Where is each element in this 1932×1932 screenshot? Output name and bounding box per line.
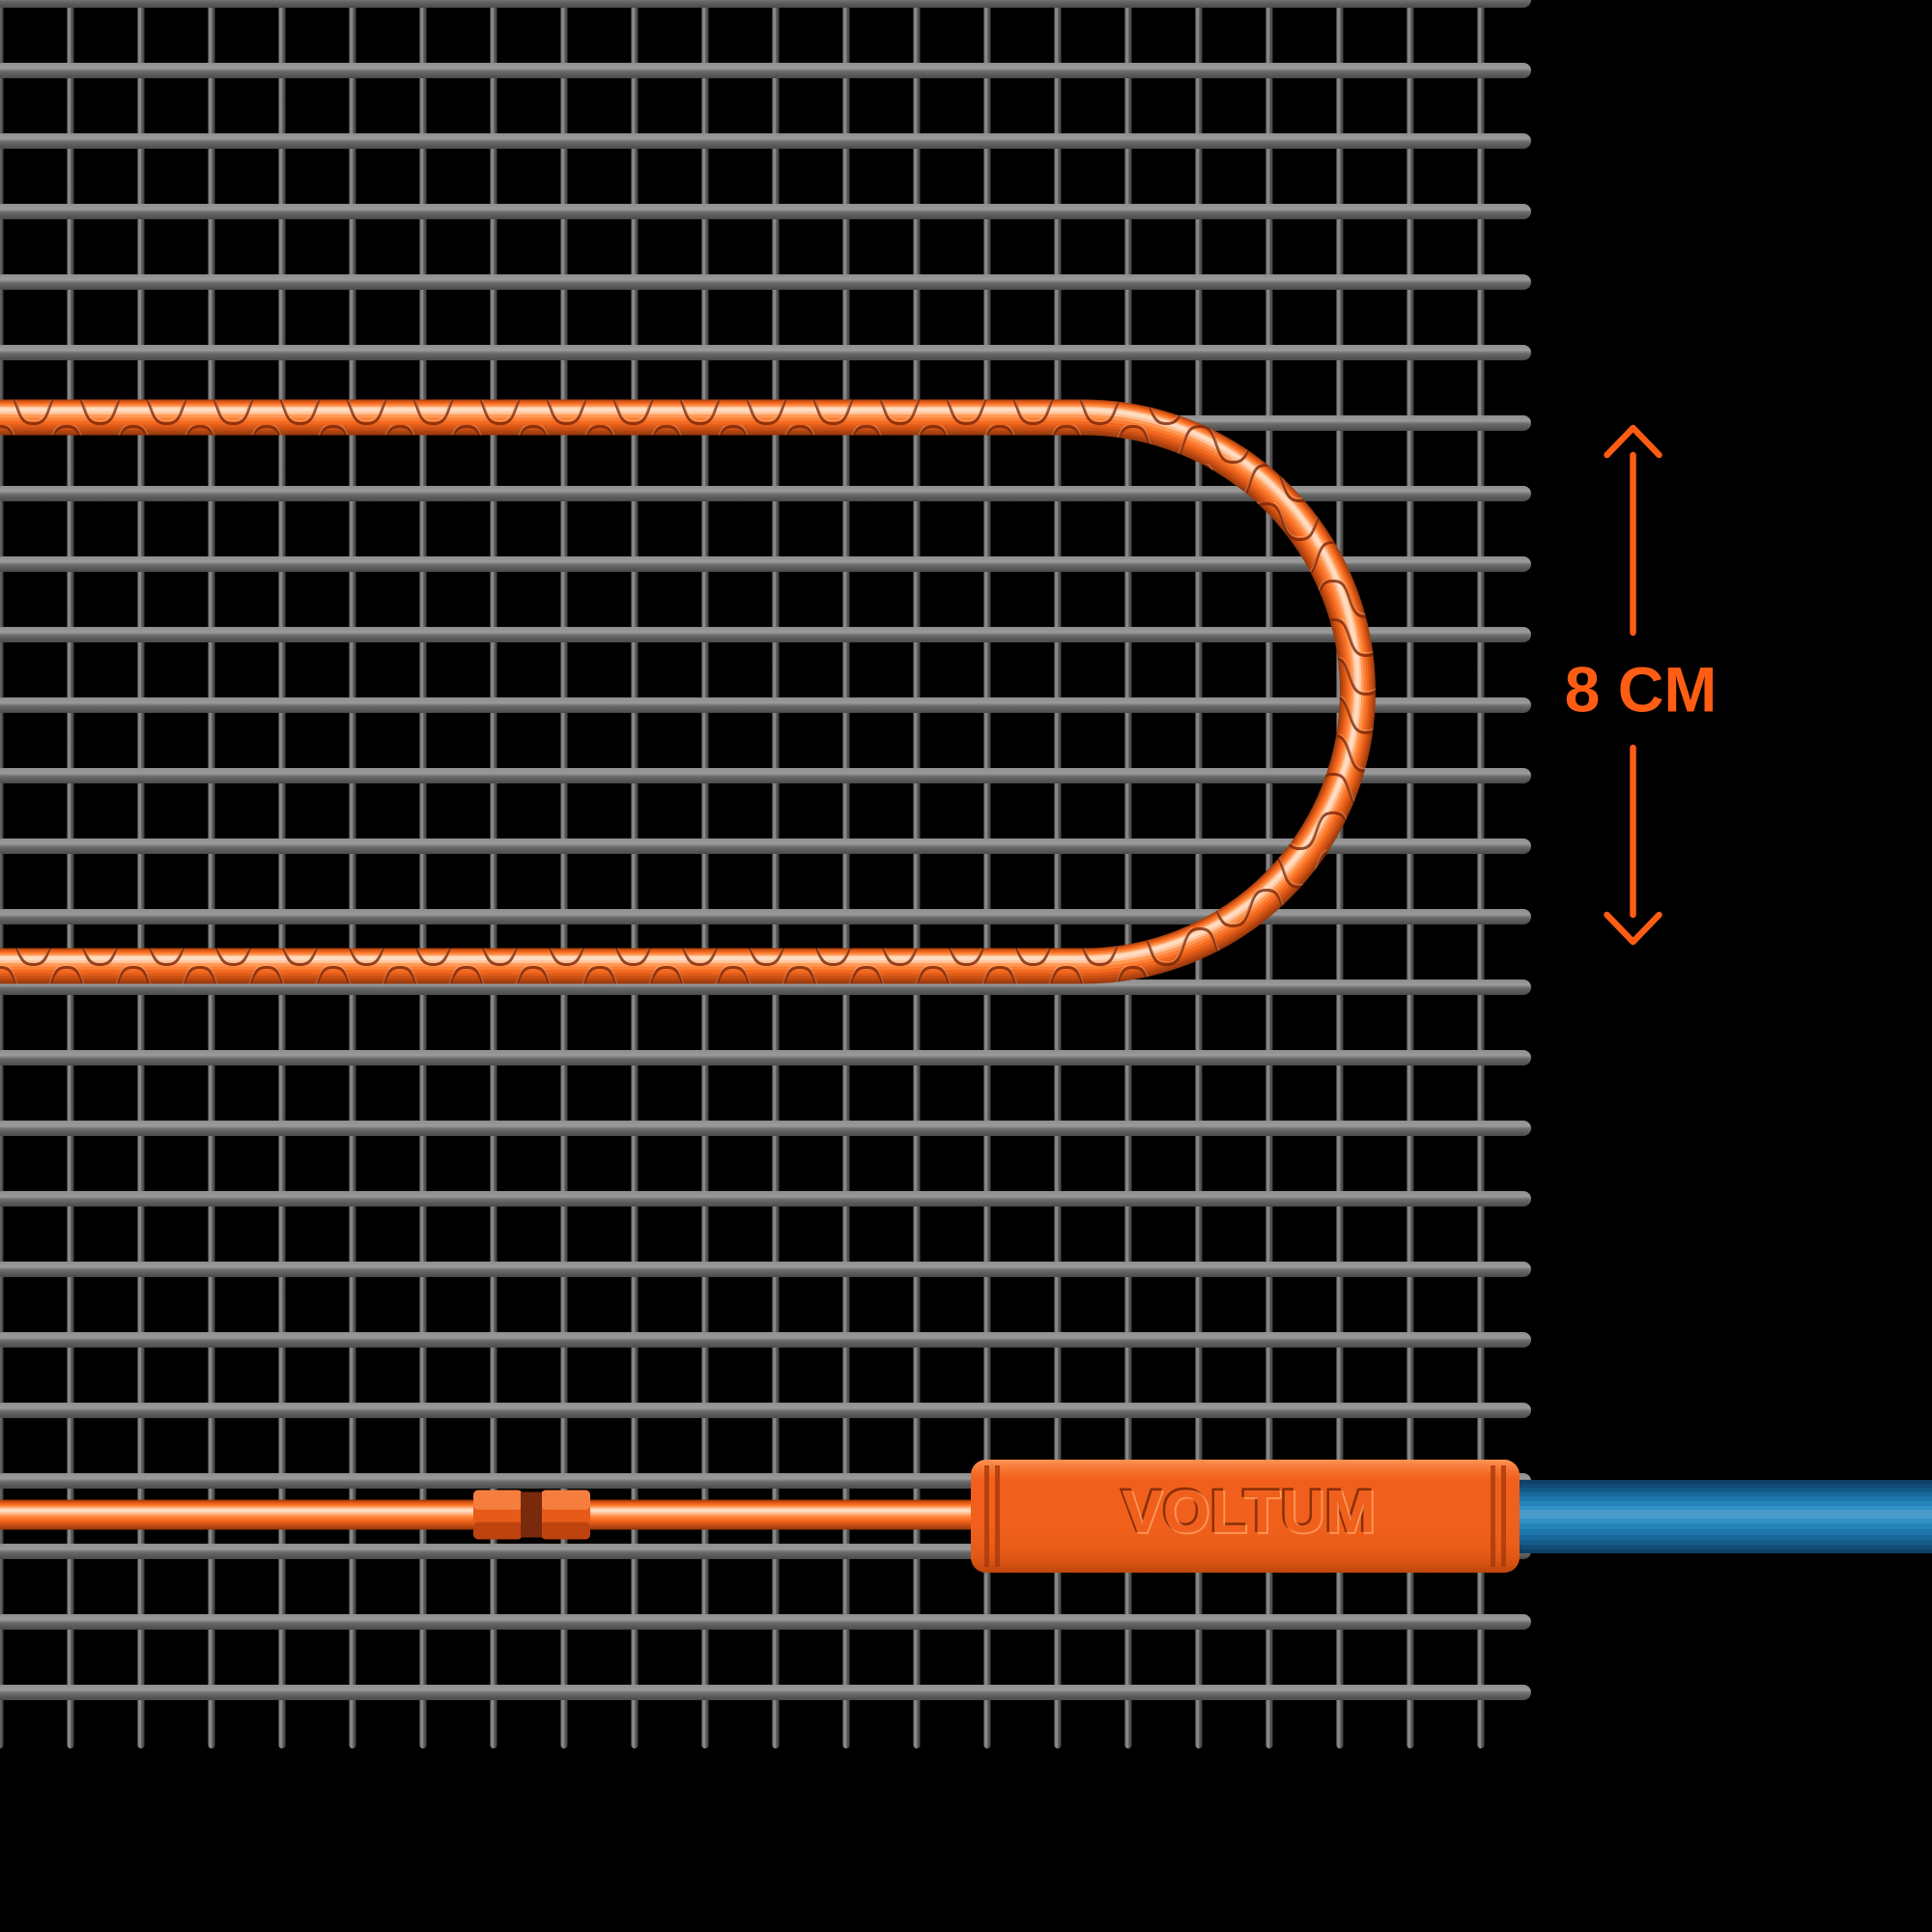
svg-text:8 CM: 8 CM [1565,653,1718,724]
svg-text:VOLTUM: VOLTUM [1122,1479,1376,1546]
